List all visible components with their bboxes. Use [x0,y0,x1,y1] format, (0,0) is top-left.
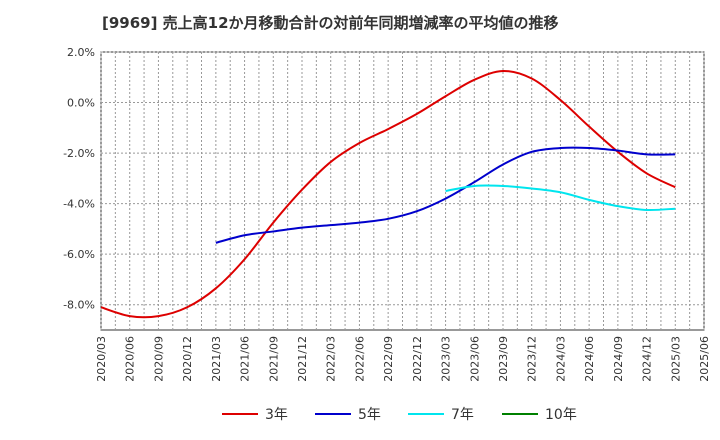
legend-label: 10年 [545,407,577,423]
x-tick-label: 2023/09 [497,336,510,382]
x-tick-label: 2020/12 [181,336,194,382]
y-tick-label: -4.0% [63,198,95,211]
x-tick-label: 2024/09 [612,336,625,382]
plot-area [100,51,705,331]
x-tick-label: 2025/03 [669,336,682,382]
legend: 3年 5年 7年 10年 [222,407,577,423]
x-tick-label: 2022/03 [325,336,338,382]
x-tick-label: 2022/09 [382,336,395,382]
x-tick-label: 2020/03 [95,336,108,382]
x-tick-label: 2021/03 [210,336,223,382]
y-tick-label: 0.0% [67,97,95,110]
x-tick-label: 2022/06 [353,336,366,382]
x-tick-label: 2022/12 [411,336,424,382]
y-axis-labels: 2.0% 0.0% -2.0% -4.0% -6.0% -8.0% [63,46,95,312]
series-line-3年 [101,69,676,319]
legend-label: 7年 [451,407,474,423]
y-tick-label: -6.0% [63,248,95,261]
x-tick-label: 2024/03 [554,336,567,382]
x-tick-label: 2023/06 [468,336,481,382]
x-tick-label: 2021/09 [267,336,280,382]
series-line-5年 [215,146,676,244]
series-lines [101,69,676,319]
x-tick-label: 2025/06 [698,336,711,382]
y-tick-label: -2.0% [63,147,95,160]
x-tick-label: 2023/03 [440,336,453,382]
x-tick-label: 2021/06 [239,336,252,382]
x-tick-label: 2024/06 [583,336,596,382]
series-line-7年 [445,184,676,212]
y-tick-label: -8.0% [63,299,95,312]
x-tick-label: 2020/09 [152,336,165,382]
x-tick-label: 2021/12 [296,336,309,382]
x-tick-label: 2024/12 [641,336,654,382]
y-tick-label: 2.0% [67,46,95,59]
x-tick-label: 2020/06 [124,336,137,382]
x-axis-labels: 2020/03 2020/06 2020/09 2020/12 2021/03 2021/… [95,336,711,382]
chart-title: [9969] 売上高12か月移動合計の対前年同期増減率の平均値の推移 [102,14,559,32]
grid-lines [100,51,705,330]
x-tick-label: 2023/12 [526,336,539,382]
legend-label: 5年 [358,407,381,423]
legend-label: 3年 [265,407,288,423]
